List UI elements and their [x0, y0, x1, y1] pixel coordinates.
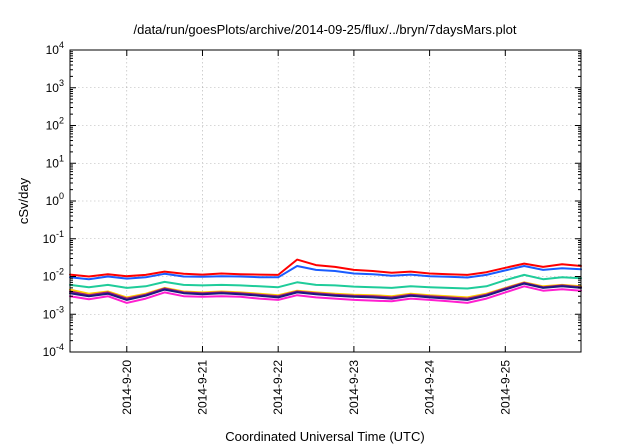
- series-line-7: [69, 285, 582, 304]
- y-tick-exponent: -4: [56, 342, 64, 352]
- grid: [70, 50, 581, 352]
- y-tick-label: 10-1: [43, 229, 64, 246]
- y-tick-exponent: -2: [56, 267, 64, 277]
- series-line-2: [69, 265, 582, 281]
- y-tick-mantissa: 10: [43, 345, 57, 359]
- y-tick-exponent: 1: [59, 153, 64, 163]
- y-tick-label: 10-3: [43, 304, 64, 321]
- y-axis-label: cSv/day: [16, 177, 31, 224]
- y-tick-label: 102: [46, 116, 64, 133]
- y-tick-label: 10-2: [43, 267, 64, 284]
- y-tick-mantissa: 10: [46, 119, 60, 133]
- x-axis: 2014-9-20 2014-9-21 2014-9-22 2014-9-23 2014…: [120, 50, 512, 415]
- x-tick-label: 2014-9-21: [195, 360, 209, 415]
- y-tick-mantissa: 10: [43, 232, 57, 246]
- y-tick-exponent: 4: [59, 40, 64, 50]
- y-tick-label: 101: [46, 153, 64, 170]
- y-tick-mantissa: 10: [46, 194, 60, 208]
- y-tick-mantissa: 10: [46, 43, 60, 57]
- y-tick-mantissa: 10: [46, 81, 60, 95]
- series-line-6: [69, 282, 582, 301]
- y-tick-exponent: 0: [59, 191, 64, 201]
- y-tick-label: 103: [46, 78, 64, 95]
- y-tick-label: 10-4: [43, 342, 64, 359]
- y-tick-label: 100: [46, 191, 64, 208]
- x-tick-label: 2014-9-20: [120, 360, 134, 415]
- x-tick-label: 2014-9-25: [498, 360, 512, 415]
- y-tick-mantissa: 10: [46, 156, 60, 170]
- x-tick-label: 2014-9-22: [271, 360, 285, 415]
- y-tick-exponent: 3: [59, 78, 64, 88]
- series-line-3: [69, 273, 582, 290]
- y-tick-exponent: -3: [56, 304, 64, 314]
- y-tick-mantissa: 10: [43, 270, 57, 284]
- y-tick-exponent: 2: [59, 116, 64, 126]
- x-axis-label: Coordinated Universal Time (UTC): [225, 429, 424, 444]
- y-tick-exponent: -1: [56, 229, 64, 239]
- chart-title: /data/run/goesPlots/archive/2014-09-25/f…: [134, 22, 517, 37]
- series-layer: [69, 258, 582, 304]
- x-tick-label: 2014-9-23: [347, 360, 361, 415]
- x-tick-label: 2014-9-24: [423, 360, 437, 415]
- y-tick-label: 104: [46, 40, 64, 57]
- series-line-1: [69, 258, 582, 278]
- y-tick-mantissa: 10: [43, 307, 57, 321]
